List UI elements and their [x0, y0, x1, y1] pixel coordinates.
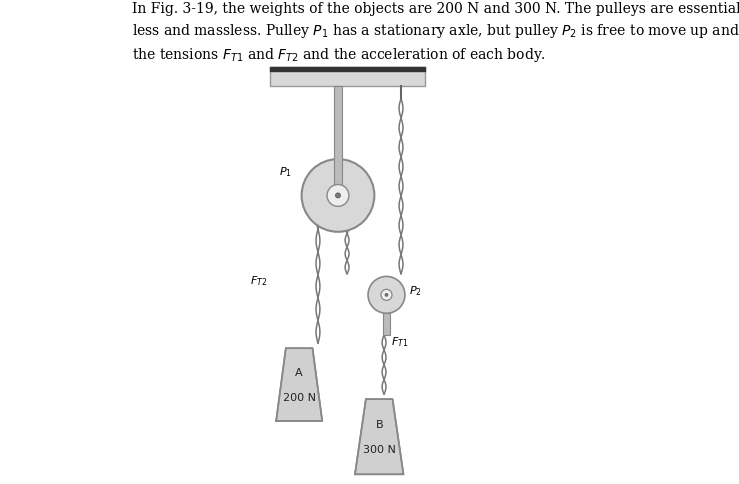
Circle shape [368, 277, 405, 314]
Circle shape [327, 185, 349, 207]
Circle shape [302, 160, 375, 232]
Polygon shape [276, 348, 322, 421]
Circle shape [336, 194, 341, 198]
Text: $F_{T2}$: $F_{T2}$ [251, 274, 268, 287]
Text: $P_1$: $P_1$ [279, 165, 292, 179]
FancyBboxPatch shape [333, 87, 342, 193]
FancyBboxPatch shape [383, 314, 390, 335]
Text: B: B [375, 419, 383, 429]
Text: $F_{T1}$: $F_{T1}$ [392, 334, 409, 348]
Text: $P_2$: $P_2$ [409, 284, 422, 297]
Text: A: A [296, 367, 303, 378]
Circle shape [381, 290, 392, 301]
Text: 300 N: 300 N [363, 445, 395, 454]
FancyBboxPatch shape [270, 68, 425, 87]
Polygon shape [355, 399, 403, 474]
Text: In Fig. 3-19, the weights of the objects are 200 N and 300 N. The pulleys are es: In Fig. 3-19, the weights of the objects… [132, 2, 739, 64]
Circle shape [385, 294, 388, 297]
Text: 200 N: 200 N [283, 392, 316, 402]
